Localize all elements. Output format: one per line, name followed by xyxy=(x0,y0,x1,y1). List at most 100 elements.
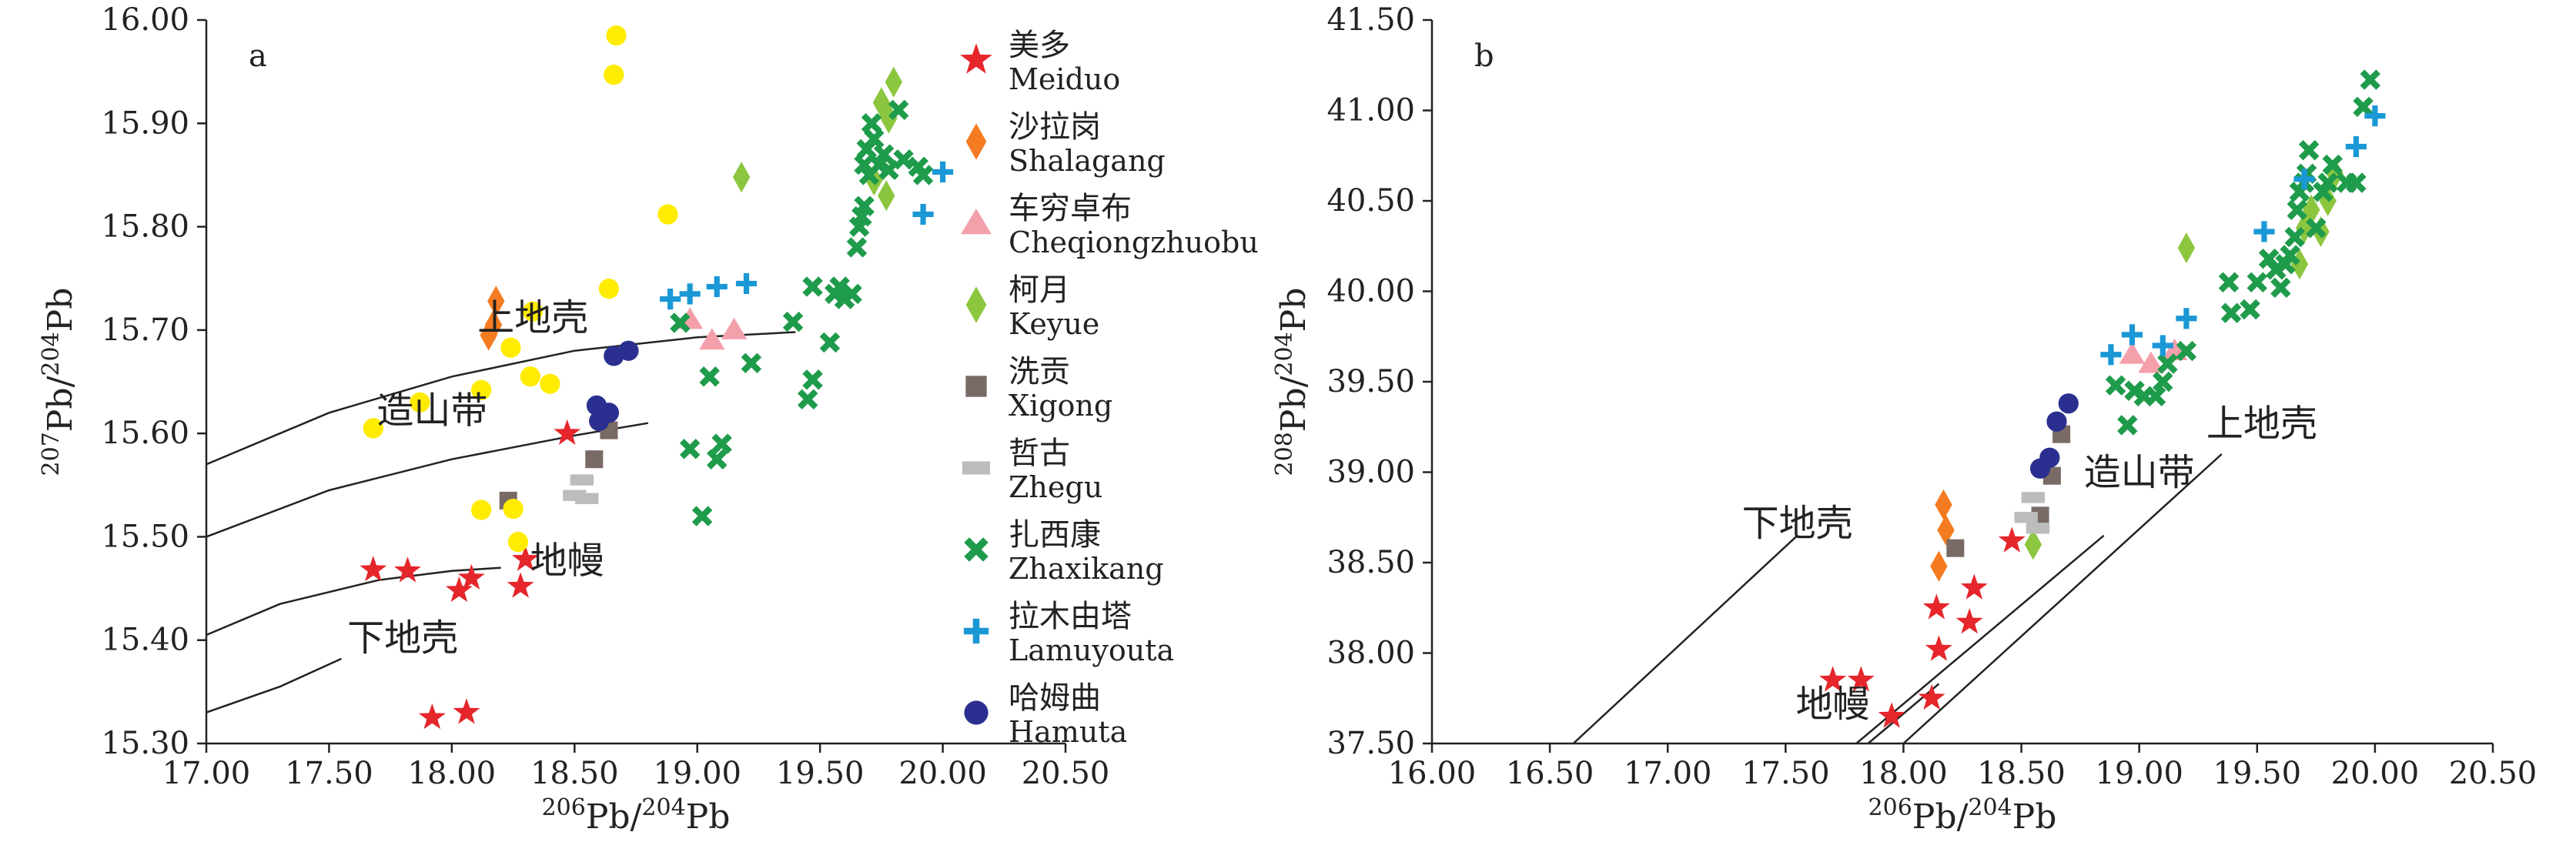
panel-label-b: b xyxy=(1474,38,1494,74)
legend-label-en: Shalagang xyxy=(1009,144,1166,178)
point-zhaxikang xyxy=(2153,371,2173,393)
point-zhaxikang xyxy=(2284,226,2305,248)
legend-label-zh: 哲古 xyxy=(1009,436,1070,471)
legend-label-en: Cheqiongzhuobu xyxy=(1009,226,1259,259)
y-tick-label: 41.50 xyxy=(1326,2,1415,38)
point-zhegu xyxy=(575,493,599,504)
point-zhaxikang xyxy=(2270,277,2291,299)
series-lamuyouta xyxy=(2100,105,2386,366)
tick-labels-a: 17.00 17.50 18.00 18.50 19.00 19.50 20.00 20.50… xyxy=(101,2,1109,791)
point-zhaxikang xyxy=(819,332,841,353)
legend-marker-shalagang xyxy=(965,123,987,160)
point-meiduo xyxy=(394,556,421,583)
point-meiduo xyxy=(1918,683,1945,710)
point-hamuta xyxy=(598,403,620,423)
panel-label-a: a xyxy=(249,38,267,74)
point-meiduo xyxy=(1998,526,2026,553)
point-zhaxikang xyxy=(670,312,691,333)
legend-label-zh: 扎西康 xyxy=(1009,517,1101,553)
reference-lines-b xyxy=(1572,453,2223,744)
point-shalagang xyxy=(487,286,505,317)
field-label: 上地壳 xyxy=(477,296,588,339)
legend-label-en: Zhaxikang xyxy=(1009,552,1164,586)
point-zhaxikang xyxy=(854,195,875,216)
y-tick-label: 16.00 xyxy=(101,2,189,38)
y-tick-label: 15.50 xyxy=(101,519,189,554)
x-tick-label: 19.50 xyxy=(2213,756,2302,791)
point-meiduo xyxy=(457,563,485,590)
point-zhaxikang xyxy=(679,439,701,459)
x-tick-label: 17.50 xyxy=(285,756,373,791)
point-yellow xyxy=(598,279,620,299)
x-tick-label: 17.00 xyxy=(162,756,251,791)
x-tick-label: 16.50 xyxy=(1506,756,1594,791)
x-tick-label: 18.00 xyxy=(1859,756,1948,791)
legend-label-en: Keyue xyxy=(1009,307,1099,341)
point-zhaxikang xyxy=(2105,375,2126,396)
point-zhegu xyxy=(2014,512,2038,523)
point-xigong xyxy=(585,450,604,469)
point-lamuyouta xyxy=(912,203,934,226)
point-zhaxikang xyxy=(861,113,882,134)
point-xigong xyxy=(1946,539,1965,557)
point-lamuyouta xyxy=(932,161,954,182)
point-lamuyouta xyxy=(2100,344,2122,366)
point-yellow xyxy=(520,366,541,387)
y-tick-label: 38.00 xyxy=(1326,636,1415,671)
point-zhaxikang xyxy=(878,159,899,180)
x-tick-label: 19.50 xyxy=(776,756,865,791)
point-zhaxikang xyxy=(841,283,862,305)
legend-marker-zhaxikang xyxy=(964,537,989,562)
point-zhaxikang xyxy=(706,449,728,469)
point-zhegu xyxy=(2026,523,2050,534)
point-yellow xyxy=(471,500,492,520)
series-hamuta xyxy=(2029,393,2079,479)
x-tick-label: 20.50 xyxy=(1022,756,1110,791)
point-keyue xyxy=(885,66,902,98)
point-zhaxikang xyxy=(2317,172,2338,193)
point-zhaxikang xyxy=(2246,272,2268,292)
point-meiduo xyxy=(1819,666,1847,692)
point-keyue xyxy=(2024,529,2042,560)
point-keyue xyxy=(2177,232,2196,264)
point-yellow xyxy=(500,337,521,358)
point-zhaxikang xyxy=(2218,272,2240,292)
point-shalagang xyxy=(484,309,503,341)
point-zhaxikang xyxy=(2353,96,2374,118)
point-shalagang xyxy=(1930,550,1948,582)
point-yellow xyxy=(410,392,430,413)
point-zhaxikang xyxy=(2157,353,2178,374)
series-meiduo xyxy=(1819,526,2026,728)
point-meiduo xyxy=(445,576,473,603)
legend-label-en: Zhegu xyxy=(1009,470,1102,504)
point-zhaxikang xyxy=(691,506,713,526)
point-zhaxikang xyxy=(2176,340,2197,362)
point-meiduo xyxy=(512,545,539,571)
point-hamuta xyxy=(618,340,639,361)
series-lamuyouta xyxy=(660,161,954,310)
reference-curve xyxy=(206,331,796,466)
y-tick-label: 40.00 xyxy=(1326,274,1415,309)
point-zhegu xyxy=(570,474,594,486)
point-cheqiongzhuobu xyxy=(699,328,725,350)
point-meiduo xyxy=(1878,702,1905,728)
legend-marker-lamuyouta xyxy=(963,618,989,644)
x-axis-label-b: 206Pb/204Pb xyxy=(1868,794,2057,837)
plot-area-b xyxy=(1423,18,2494,753)
point-zhaxikang xyxy=(711,433,732,454)
point-zhaxikang xyxy=(2240,299,2260,320)
point-yellow xyxy=(503,499,524,520)
point-hamuta xyxy=(2046,411,2067,432)
series-zhaxikang xyxy=(670,99,934,526)
series-zhaxikang xyxy=(2105,69,2380,436)
field-label: 造山带 xyxy=(376,389,487,433)
x-tick-label: 18.00 xyxy=(408,756,497,791)
point-zhaxikang xyxy=(2360,69,2380,90)
x-tick-label: 19.00 xyxy=(653,756,741,791)
point-lamuyouta xyxy=(2345,135,2367,158)
